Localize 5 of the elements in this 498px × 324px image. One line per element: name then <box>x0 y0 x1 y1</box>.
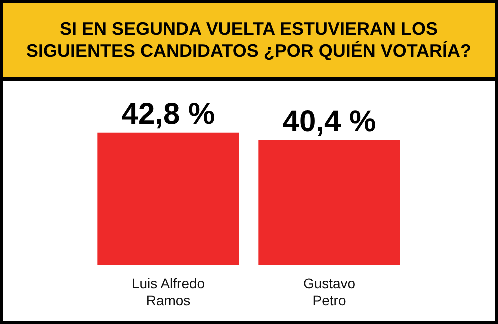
data-label: 42,8 % <box>122 98 216 132</box>
x-tick-label: Gustavo Petro <box>303 276 356 308</box>
chart-title: SI EN SEGUNDA VUELTA ESTUVIERAN LOS SIGUIENTES CANDIDATOS ¿POR QUIÉN VOTARÍA? <box>3 3 495 81</box>
x-tick-label: Luis Alfredo Ramos <box>132 276 206 308</box>
data-label: 40,4 % <box>282 106 376 139</box>
